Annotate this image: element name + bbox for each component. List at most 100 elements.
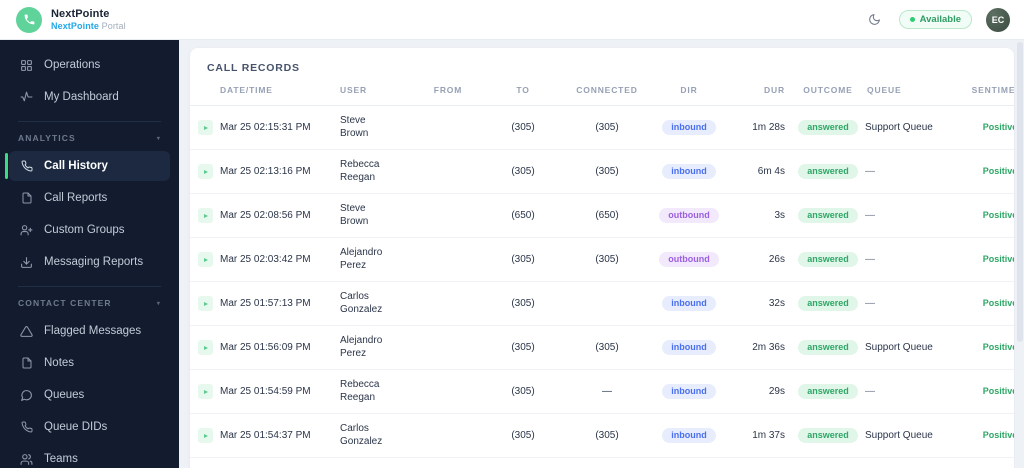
column-header-queue[interactable]: QUEUE bbox=[865, 84, 961, 106]
sidebar-item-teams[interactable]: Teams bbox=[9, 444, 170, 468]
outcome-badge: answered bbox=[798, 295, 858, 312]
outcome-badge: answered bbox=[798, 383, 858, 400]
sidebar-item-messaging-reports[interactable]: Messaging Reports bbox=[9, 247, 170, 277]
cell-duration: 3s bbox=[729, 193, 791, 238]
sidebar-item-call-history[interactable]: Call History bbox=[5, 151, 170, 181]
column-header-from[interactable]: FROM bbox=[415, 84, 481, 106]
sidebar-item-queues[interactable]: Queues bbox=[9, 380, 170, 410]
cell-duration: 6m 4s bbox=[729, 149, 791, 194]
chevron-down-icon: ▾ bbox=[156, 135, 161, 142]
cell-to: (305) bbox=[481, 105, 565, 150]
cell-sentiment: Positive bbox=[961, 325, 1014, 370]
column-header-dir[interactable]: DIR bbox=[649, 84, 729, 106]
cell-duration: 29s bbox=[729, 369, 791, 414]
play-recording-button[interactable] bbox=[197, 208, 213, 223]
direction-badge: inbound bbox=[662, 427, 716, 444]
play-recording-button[interactable] bbox=[197, 296, 213, 311]
brand-subtitle-muted: Portal bbox=[101, 20, 126, 31]
cell-from bbox=[415, 149, 481, 194]
column-header-play bbox=[190, 84, 220, 106]
cell-from bbox=[415, 457, 481, 468]
table-row[interactable]: Mar 25 01:54:37 PM Carlos Gonzalez (305) (30… bbox=[190, 413, 1014, 458]
table-row[interactable]: Mar 25 02:08:56 PM Steve Brown (650) (650) ou… bbox=[190, 193, 1014, 238]
sidebar-item-flagged-messages[interactable]: Flagged Messages bbox=[9, 316, 170, 346]
column-header-datetime[interactable]: DATE/TIME bbox=[220, 84, 340, 106]
user-plus-icon bbox=[20, 224, 33, 237]
outcome-badge: answered bbox=[798, 119, 858, 136]
cell-sentiment: Positive bbox=[961, 237, 1014, 282]
moon-icon[interactable] bbox=[865, 10, 885, 30]
sidebar-item-label: Call History bbox=[44, 160, 108, 172]
cell-outcome: answered bbox=[791, 369, 865, 414]
table-row[interactable]: Mar 25 01:54:59 PM Rebecca Reegan (305) — inb… bbox=[190, 369, 1014, 414]
cell-queue: — bbox=[865, 281, 961, 326]
sentiment-badge: Positive bbox=[982, 342, 1014, 352]
cell-to: (305) bbox=[481, 149, 565, 194]
direction-badge: outbound bbox=[659, 251, 719, 268]
sentiment-badge: Positive bbox=[982, 122, 1014, 132]
column-header-connected[interactable]: CONNECTED bbox=[565, 84, 649, 106]
sidebar-item-my-dashboard[interactable]: My Dashboard bbox=[9, 82, 170, 112]
sidebar-item-notes[interactable]: Notes bbox=[9, 348, 170, 378]
cell-duration: 26s bbox=[729, 237, 791, 282]
play-recording-button[interactable] bbox=[197, 164, 213, 179]
sidebar-section-contact-center[interactable]: CONTACT CENTER ▾ bbox=[0, 291, 179, 314]
cell-user: Alejandro Perez bbox=[340, 325, 415, 370]
page-scrollbar-thumb[interactable] bbox=[1016, 42, 1023, 342]
cell-direction: outbound bbox=[649, 237, 729, 282]
column-header-outcome[interactable]: OUTCOME bbox=[791, 84, 865, 106]
brand-logo[interactable]: NextPointe NextPointe Portal bbox=[0, 6, 126, 33]
cell-play bbox=[190, 413, 220, 458]
phone-icon bbox=[16, 6, 42, 33]
play-recording-button[interactable] bbox=[197, 340, 213, 355]
cell-duration: 32s bbox=[729, 281, 791, 326]
sentiment-badge: Positive bbox=[982, 430, 1014, 440]
outcome-badge: answered bbox=[798, 251, 858, 268]
table-row[interactable]: Mar 25 02:15:31 PM Steve Brown (305) (305) in… bbox=[190, 105, 1014, 150]
sidebar-item-call-reports[interactable]: Call Reports bbox=[9, 183, 170, 213]
cell-connected: (305) bbox=[565, 413, 649, 458]
user-name: Rebecca Reegan bbox=[340, 379, 380, 403]
sidebar-item-label: Queue DIDs bbox=[44, 421, 108, 433]
status-badge[interactable]: Available bbox=[898, 10, 972, 29]
table-row[interactable]: Mar 25 01:57:13 PM Carlos Gonzalez (305) inb… bbox=[190, 281, 1014, 326]
table-row[interactable]: Mar 25 01:56:09 PM Alejandro Perez (305) (30… bbox=[190, 325, 1014, 370]
sidebar-item-label: Call Reports bbox=[44, 192, 108, 204]
table-row[interactable]: Mar 25 01:54:12 PMSteveBrown(305)—inboun… bbox=[190, 457, 1014, 468]
column-header-sentiment[interactable]: SENTIMENT bbox=[961, 84, 1014, 106]
play-recording-button[interactable] bbox=[197, 120, 213, 135]
cell-direction: inbound bbox=[649, 149, 729, 194]
column-header-dur[interactable]: DUR bbox=[729, 84, 791, 106]
cell-datetime: Mar 25 01:56:09 PM bbox=[220, 325, 340, 370]
cell-outcome: answered bbox=[791, 237, 865, 282]
cell-to: (305) bbox=[481, 237, 565, 282]
play-recording-button[interactable] bbox=[197, 252, 213, 267]
brand-subtitle-accent: NextPointe bbox=[51, 20, 100, 31]
cell-play bbox=[190, 105, 220, 150]
cell-sentiment: Positive bbox=[961, 193, 1014, 238]
table-row[interactable]: Mar 25 02:13:16 PM Rebecca Reegan (305) (305… bbox=[190, 149, 1014, 194]
cell-queue: — bbox=[865, 237, 961, 282]
cell-user: Rebecca Reegan bbox=[340, 369, 415, 414]
outcome-badge: answered bbox=[798, 163, 858, 180]
column-header-user[interactable]: USER bbox=[340, 84, 415, 106]
sidebar-item-queue-dids[interactable]: Queue DIDs bbox=[9, 412, 170, 442]
sidebar-section-analytics[interactable]: ANALYTICS ▾ bbox=[0, 126, 179, 149]
play-recording-button[interactable] bbox=[197, 428, 213, 443]
sidebar-item-custom-groups[interactable]: Custom Groups bbox=[9, 215, 170, 245]
download-icon bbox=[20, 256, 33, 269]
avatar[interactable]: EC bbox=[986, 7, 1010, 32]
column-header-to[interactable]: TO bbox=[481, 84, 565, 106]
phone-icon bbox=[20, 160, 33, 173]
table-row[interactable]: Mar 25 02:03:42 PM Alejandro Perez (305) (30… bbox=[190, 237, 1014, 282]
page-scrollbar[interactable] bbox=[1015, 40, 1024, 468]
document-icon bbox=[20, 357, 33, 370]
cell-outcome: answered bbox=[791, 325, 865, 370]
outcome-badge: answered bbox=[798, 339, 858, 356]
direction-badge: inbound bbox=[662, 383, 716, 400]
cell-connected: (305) bbox=[565, 325, 649, 370]
sidebar-item-operations[interactable]: Operations bbox=[9, 50, 170, 80]
status-label: Available bbox=[919, 14, 961, 25]
play-recording-button[interactable] bbox=[197, 384, 213, 399]
